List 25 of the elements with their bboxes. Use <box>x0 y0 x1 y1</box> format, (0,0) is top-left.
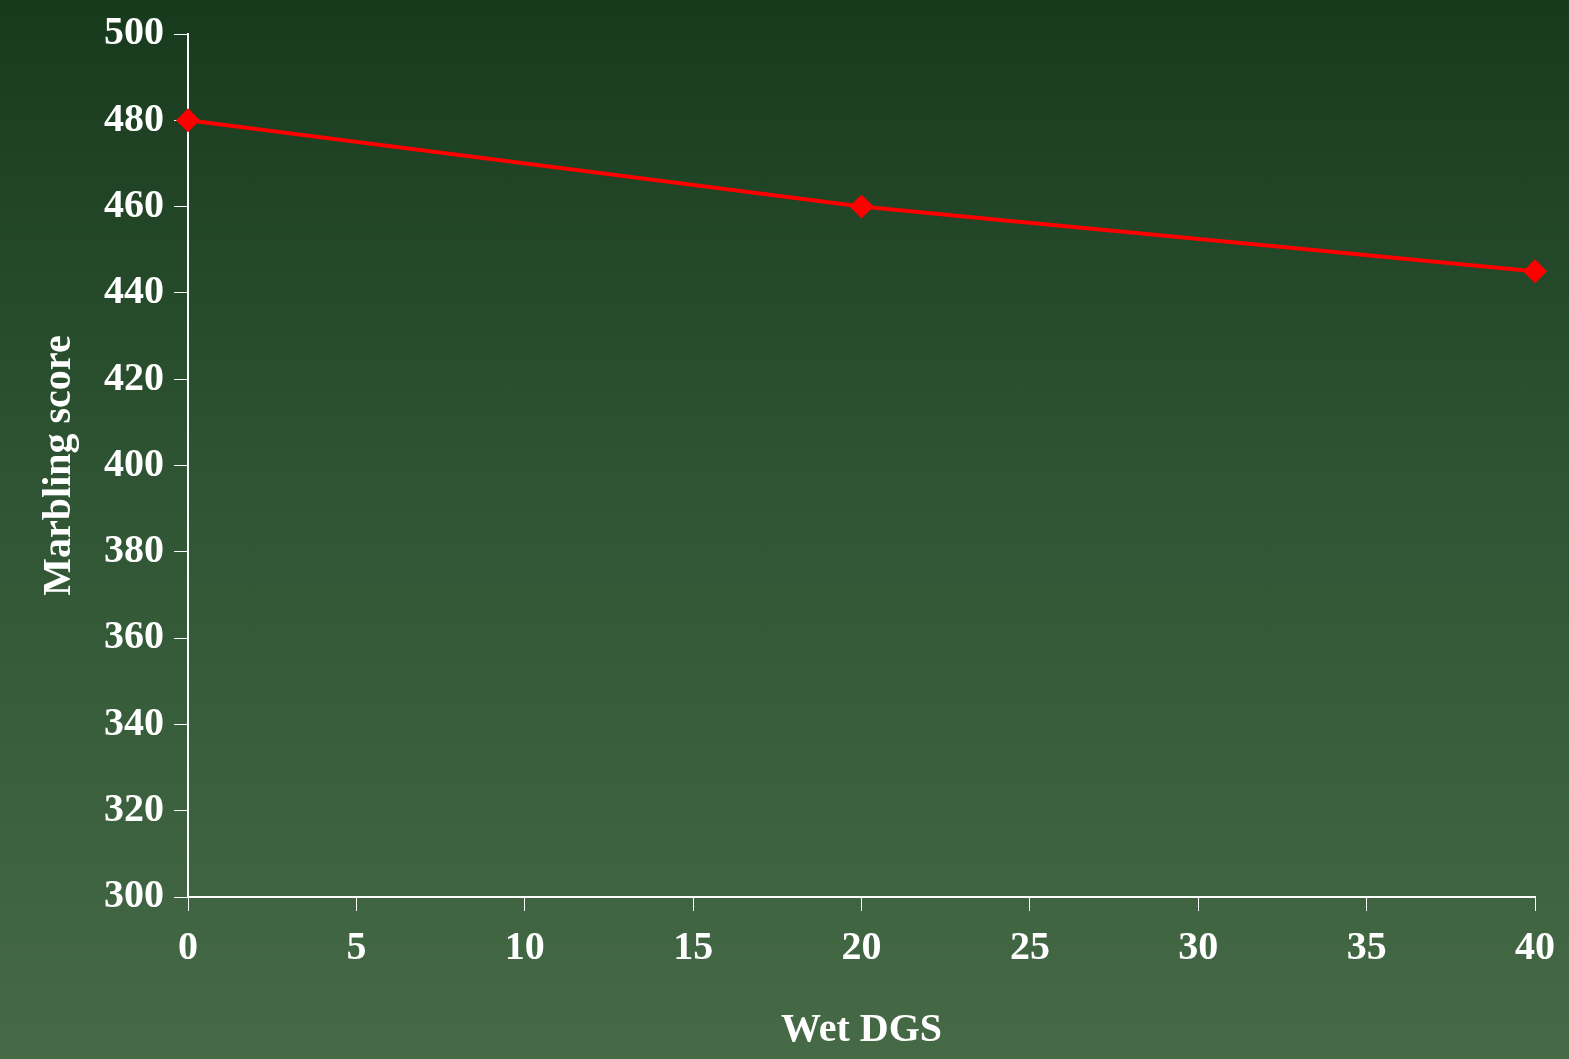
point <box>849 194 874 219</box>
x-tick-label: 35 <box>1346 923 1387 969</box>
y-tick-label: 460 <box>104 180 164 226</box>
x-axis-title: Wet DGS <box>780 1005 943 1051</box>
x-tick-label: 40 <box>1515 923 1555 969</box>
y-tick-label: 420 <box>104 353 164 399</box>
x-tick-label: 10 <box>504 923 545 969</box>
point <box>1523 259 1547 284</box>
x-tick-label: 15 <box>673 923 714 969</box>
x-tick-label: 30 <box>1178 923 1219 969</box>
y-tick-label: 360 <box>104 612 164 658</box>
y-axis-title: Marbling score <box>34 335 80 596</box>
x-tick-label: 5 <box>346 923 367 969</box>
y-tick-label: 440 <box>104 267 164 313</box>
y-tick-label: 320 <box>104 785 164 831</box>
x-tick-label: 0 <box>178 923 198 969</box>
y-tick-label: 300 <box>104 871 164 917</box>
y-tick-label: 500 <box>104 8 164 54</box>
x-tick-label: 25 <box>1009 923 1050 969</box>
point <box>176 108 200 133</box>
y-tick-label: 400 <box>104 439 164 485</box>
y-tick-label: 340 <box>104 698 164 744</box>
y-tick-label: 380 <box>104 526 164 572</box>
x-tick-label: 20 <box>841 923 882 969</box>
y-tick-label: 480 <box>104 94 164 140</box>
